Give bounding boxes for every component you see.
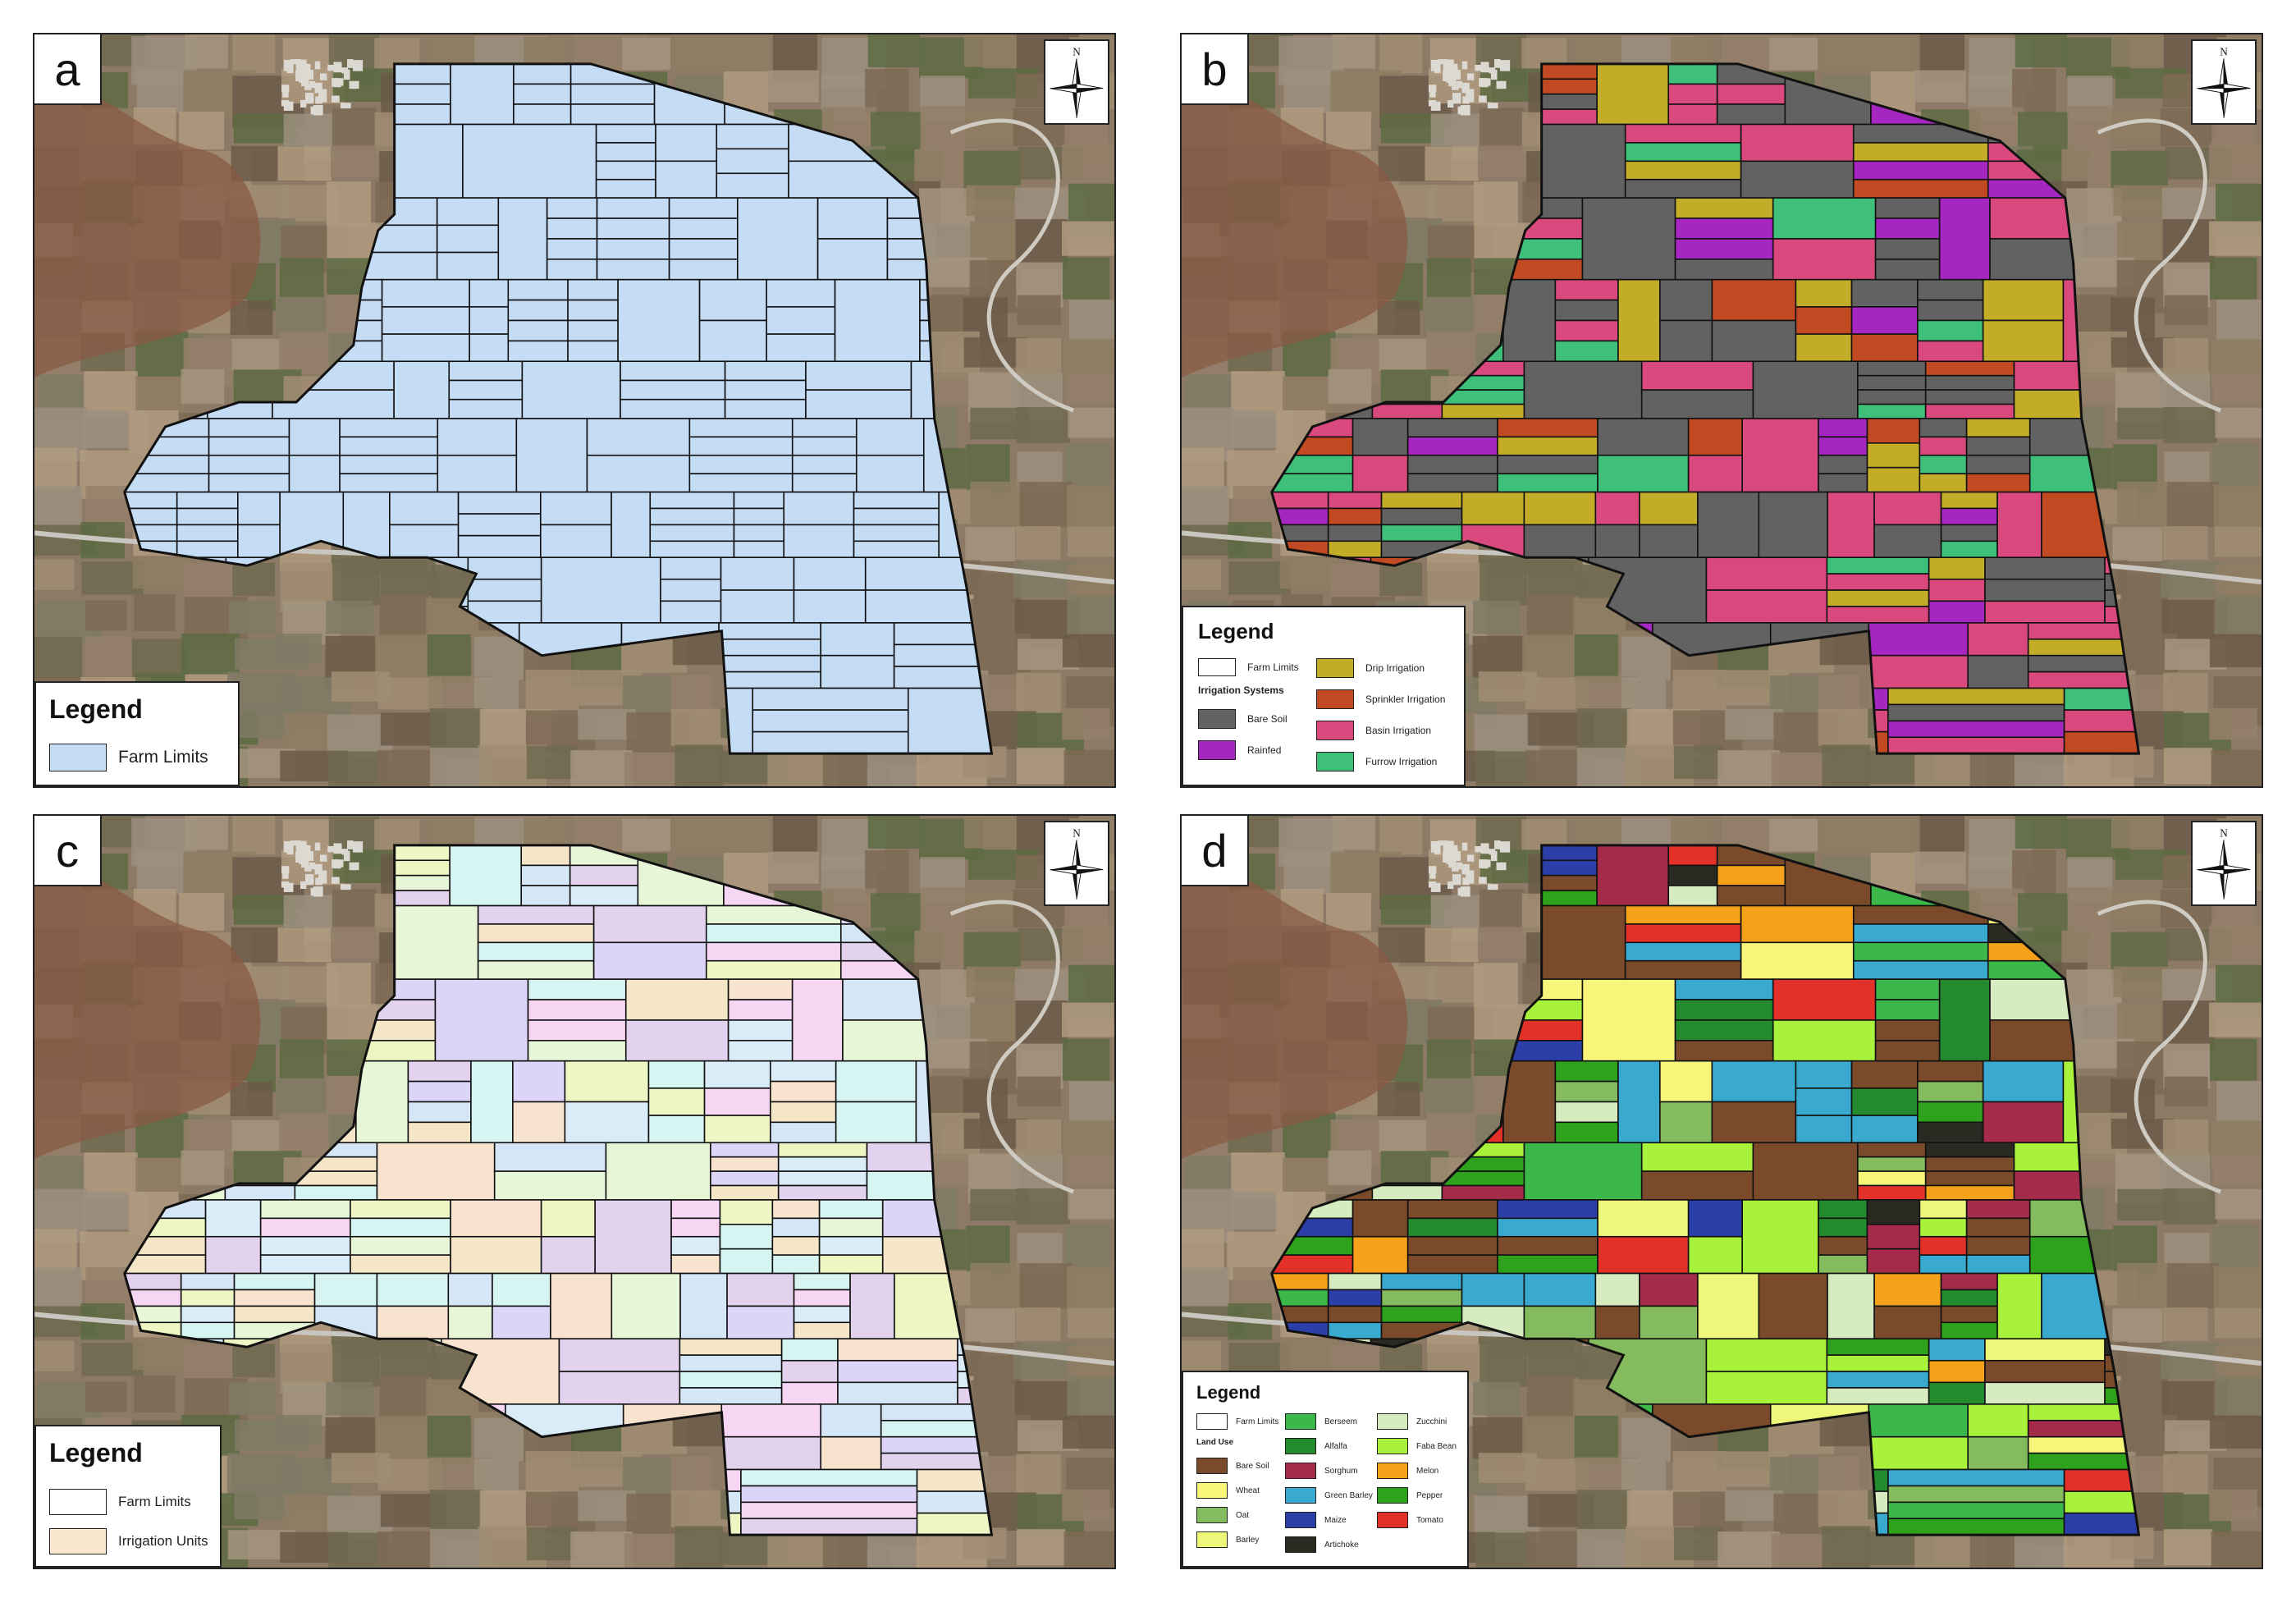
legend-swatch xyxy=(1316,752,1354,771)
legend-item: Sprinkler Irrigation xyxy=(1316,689,1445,709)
legend-item: Basin Irrigation xyxy=(1316,721,1431,740)
legend-item: Bare Soil xyxy=(1198,709,1287,729)
panel-label: c xyxy=(34,816,102,886)
north-arrow-icon: N xyxy=(2191,39,2257,125)
satellite-map xyxy=(34,34,1114,786)
svg-text:N: N xyxy=(1073,46,1081,58)
panel-label: b xyxy=(1182,34,1249,105)
legend-item: Tomato xyxy=(1377,1512,1443,1528)
farm-boundary xyxy=(123,62,994,755)
legend-item: Green Barley xyxy=(1285,1487,1373,1504)
compass-icon: N xyxy=(2197,827,2251,900)
legend-swatch xyxy=(1316,689,1354,709)
legend-item: Faba Bean xyxy=(1377,1438,1457,1454)
legend-swatch xyxy=(1377,1438,1408,1454)
legend-item: Oat xyxy=(1196,1507,1249,1523)
legend-item: Irrigation Units xyxy=(49,1528,208,1554)
legend-item: Zucchini xyxy=(1377,1413,1447,1430)
legend-swatch xyxy=(1285,1487,1316,1504)
legend-swatch xyxy=(1316,721,1354,740)
legend-item: Farm Limits xyxy=(49,1489,191,1515)
legend-swatch xyxy=(49,1528,107,1554)
legend-item: Melon xyxy=(1377,1463,1438,1479)
north-arrow-icon: N xyxy=(2191,821,2257,906)
farm-boundary xyxy=(1270,62,2141,755)
legend: Legend Farm Limits Land Use Bare Soil Whe… xyxy=(1182,1371,1469,1568)
legend-swatch xyxy=(1196,1458,1228,1474)
legend-swatch xyxy=(49,1489,107,1515)
legend-title: Legend xyxy=(49,694,143,724)
north-arrow-icon: N xyxy=(1044,821,1109,906)
legend-swatch xyxy=(1198,740,1236,760)
legend-item: Wheat xyxy=(1196,1482,1260,1499)
legend-swatch xyxy=(1198,658,1236,676)
panel-label: d xyxy=(1182,816,1249,886)
legend-item: Maize xyxy=(1285,1512,1347,1528)
legend-swatch xyxy=(1285,1512,1316,1528)
legend-item: Alfalfa xyxy=(1285,1438,1347,1454)
legend-swatch xyxy=(1196,1482,1228,1499)
legend-item-farm-limits: Farm Limits xyxy=(1196,1413,1278,1430)
svg-text:N: N xyxy=(1073,827,1081,840)
legend-swatch xyxy=(1285,1536,1316,1553)
legend: Legend Farm Limits Irrigation Systems Ba… xyxy=(1182,606,1466,786)
legend-title: Legend xyxy=(1196,1382,1261,1403)
legend-swatch xyxy=(1198,709,1236,729)
legend-title: Legend xyxy=(49,1438,143,1467)
legend-swatch xyxy=(1285,1438,1316,1454)
legend-swatch xyxy=(1196,1507,1228,1523)
legend-swatch xyxy=(1196,1531,1228,1548)
legend-section: Irrigation Systems xyxy=(1198,684,1284,696)
legend-swatch xyxy=(1377,1413,1408,1430)
legend-item-farm-limits: Farm Limits xyxy=(1198,658,1299,676)
legend-swatch xyxy=(1196,1413,1228,1430)
legend-item: Rainfed xyxy=(1198,740,1281,760)
svg-text:N: N xyxy=(2220,827,2228,840)
map-panel-c: c N Legend Farm Limits Irrigation Units xyxy=(33,814,1116,1569)
legend: Legend Farm Limits Irrigation Units xyxy=(34,1425,222,1568)
legend-swatch xyxy=(1285,1413,1316,1430)
legend-swatch xyxy=(1377,1487,1408,1504)
legend-item: Sorghum xyxy=(1285,1463,1358,1479)
farm-boundary xyxy=(123,844,994,1536)
map-panel-a: a N Legend Farm Limits xyxy=(33,33,1116,788)
panel-label: a xyxy=(34,34,102,105)
legend-item: Farm Limits xyxy=(49,744,208,771)
legend-item: Pepper xyxy=(1377,1487,1443,1504)
legend-item: Drip Irrigation xyxy=(1316,658,1425,678)
map-panel-b: b N Legend Farm Limits Irrigation System… xyxy=(1180,33,2263,788)
legend-section: Land Use xyxy=(1196,1438,1234,1447)
legend-item: Bare Soil xyxy=(1196,1458,1269,1474)
legend-swatch xyxy=(1377,1512,1408,1528)
compass-icon: N xyxy=(1050,827,1104,900)
legend-swatch xyxy=(1377,1463,1408,1479)
compass-icon: N xyxy=(2197,46,2251,118)
legend-item: Furrow Irrigation xyxy=(1316,752,1437,771)
legend-item: Barley xyxy=(1196,1531,1259,1548)
legend-swatch xyxy=(1285,1463,1316,1479)
north-arrow-icon: N xyxy=(1044,39,1109,125)
svg-text:N: N xyxy=(2220,46,2228,58)
legend-item: Artichoke xyxy=(1285,1536,1359,1553)
map-panel-d: d N Legend Farm Limits Land Use Bare Soi… xyxy=(1180,814,2263,1569)
compass-icon: N xyxy=(1050,46,1104,118)
farm-boundary xyxy=(1270,844,2141,1536)
legend: Legend Farm Limits xyxy=(34,681,240,786)
legend-swatch xyxy=(1316,658,1354,678)
legend-title: Legend xyxy=(1198,619,1274,643)
legend-item: Berseem xyxy=(1285,1413,1357,1430)
legend-swatch xyxy=(49,744,107,771)
